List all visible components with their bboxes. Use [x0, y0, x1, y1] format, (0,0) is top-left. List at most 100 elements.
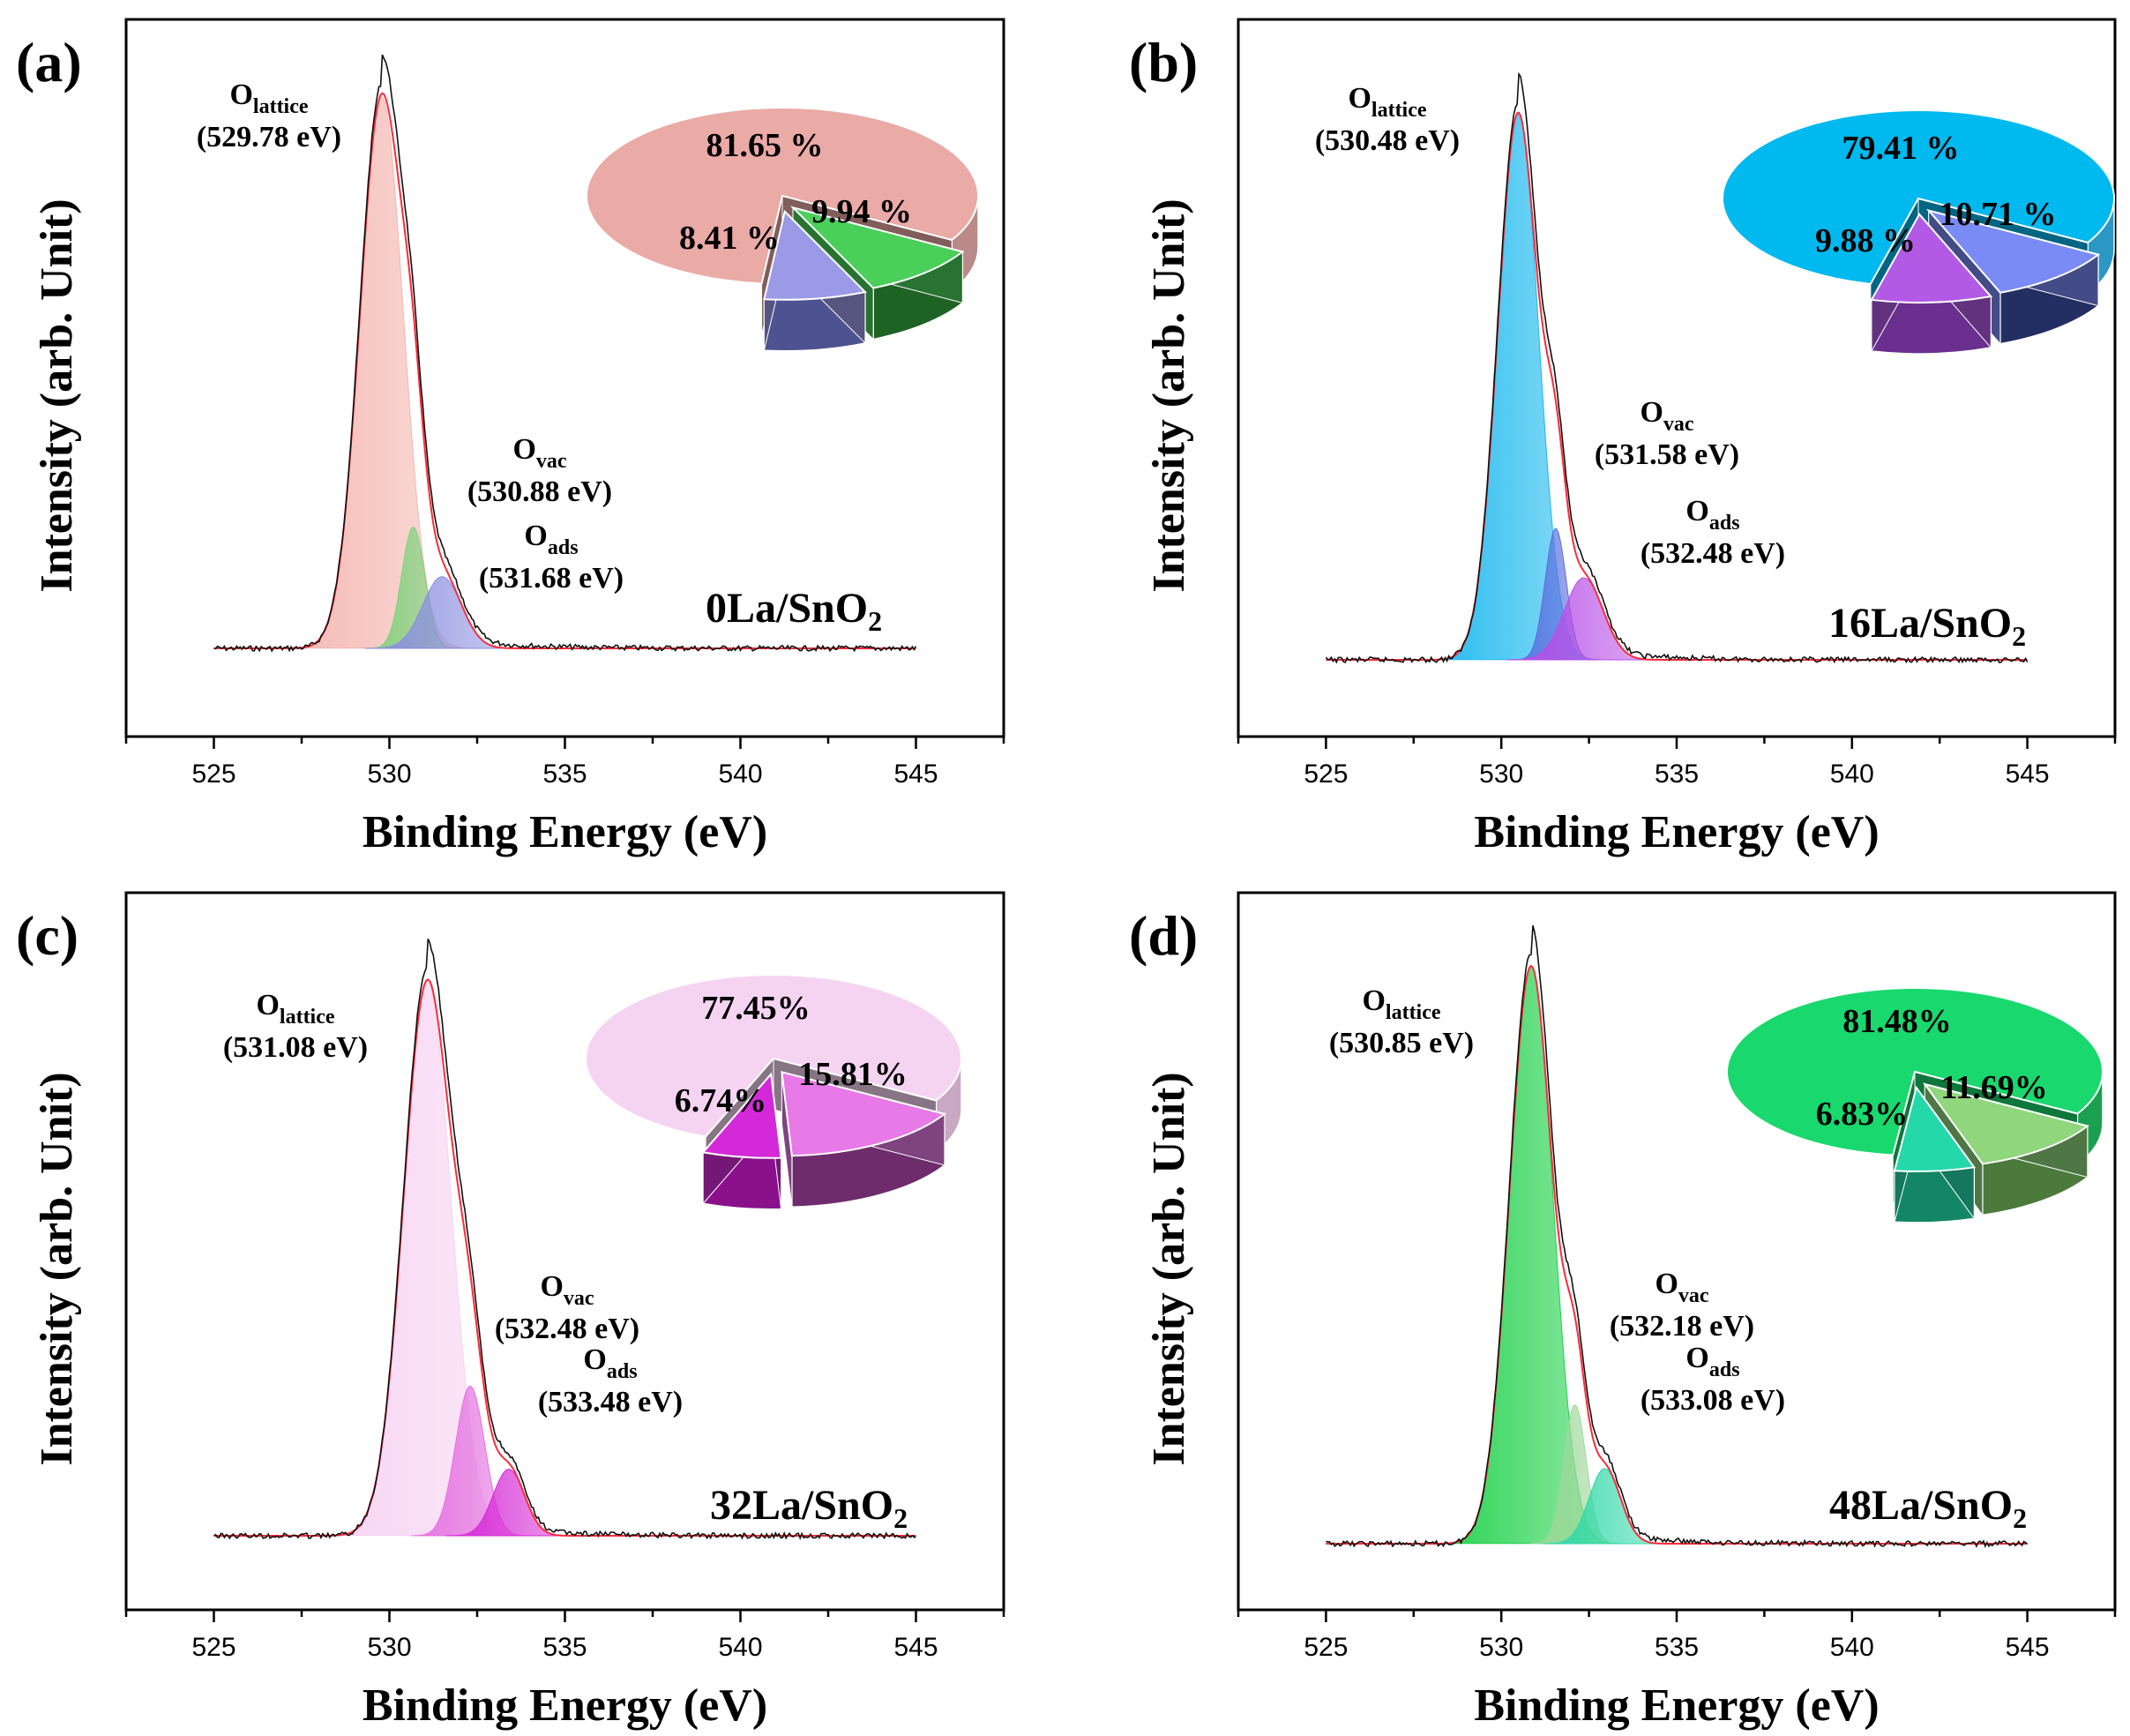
pie-slice-top [1893, 1085, 1977, 1172]
peak-energy-ads: (532.48 eV) [1640, 537, 1785, 570]
x-tick-label: 535 [1655, 760, 1699, 789]
x-tick-label: 525 [1304, 760, 1348, 789]
pie-slice-top [585, 973, 962, 1138]
peak-name-vac-sub: vac [1663, 413, 1694, 436]
peak-name-ads: Oads [1685, 495, 1739, 535]
peak-name-ads-sub: ads [607, 1360, 638, 1383]
x-tick-label: 535 [1655, 1633, 1699, 1662]
pie-slice-top [701, 1072, 782, 1159]
x-tick-label: 530 [367, 760, 411, 789]
sample-label: 0La/SnO2 [706, 585, 882, 637]
xps-chart-c: (c) 525 530 535 540 545 Binding Energy (eV) Int… [16, 891, 1005, 1731]
peak-name-vac-main: O [512, 433, 535, 466]
pie-label: 15.81% [798, 1056, 908, 1093]
panel-label: (b) [1129, 31, 1198, 94]
panel-d: (d) 525 530 535 540 545 Binding Energy (eV) Int… [1113, 873, 2130, 1732]
x-tick-label: 535 [542, 1633, 587, 1662]
peak-name-vac-sub: vac [564, 1287, 594, 1310]
raw-data-line [213, 938, 916, 1541]
pie-label: 79.41 % [1842, 130, 1960, 167]
pie-slice-top [1726, 987, 2104, 1156]
pie-label: 81.48% [1842, 1003, 1952, 1040]
sample-label-sub: 2 [2012, 620, 2026, 652]
peak-lattice-area [332, 981, 523, 1537]
x-tick-label: 545 [893, 1633, 938, 1662]
pie-slice-top [1870, 213, 1993, 303]
x-tick-label: 540 [1830, 760, 1874, 789]
pie-label: 81.65 % [706, 127, 824, 164]
x-tick-label: 525 [191, 760, 235, 789]
y-axis-title: Intensity (arb. Unit) [1144, 1072, 1194, 1465]
peak-energy-ads: (533.08 eV) [1640, 1384, 1785, 1417]
peak-name-vac-main: O [1655, 1268, 1678, 1300]
sample-label: 16La/SnO2 [1828, 600, 2026, 652]
peak-name-lattice-sub: lattice [280, 1006, 335, 1029]
pie-label: 77.45% [701, 990, 811, 1027]
pie-label: 9.94 % [811, 193, 912, 230]
xps-chart-b: (b) 525 530 535 540 545 Binding Energy (eV) Int… [1129, 18, 2117, 857]
peak-energy-vac: (530.88 eV) [467, 475, 612, 508]
peak-name-lattice-sub: lattice [1386, 1001, 1441, 1024]
peak-energy-lattice: (531.08 eV) [223, 1031, 368, 1064]
pie-slice-top [781, 1071, 947, 1157]
pie-slice-top [1722, 109, 2115, 286]
peak-name-lattice: Olattice [1348, 82, 1426, 122]
x-axis-title: Binding Energy (eV) [1474, 807, 1879, 857]
panel-b: (b) 525 530 535 540 545 Binding Energy (eV) Int… [1113, 0, 2130, 865]
xps-chart-d: (d) 525 530 535 540 545 Binding Energy (eV) Int… [1129, 891, 2117, 1731]
peak-name-ads-main: O [1685, 1342, 1708, 1374]
peak-name-lattice: Olattice [1362, 984, 1440, 1024]
peak-energy-vac: (532.48 eV) [495, 1313, 639, 1345]
sample-label-main: 0La/SnO [706, 585, 868, 632]
peak-name-ads-sub: ads [1709, 1358, 1740, 1381]
y-axis-title: Intensity (arb. Unit) [32, 198, 82, 592]
peak-name-vac-main: O [1640, 396, 1663, 429]
y-axis-title: Intensity (arb. Unit) [1144, 198, 1194, 592]
peak-energy-lattice: (530.85 eV) [1329, 1027, 1474, 1059]
sample-label-main: 48La/SnO [1829, 1482, 2013, 1529]
x-tick-label: 545 [2006, 1633, 2050, 1662]
x-axis-title: Binding Energy (eV) [1474, 1680, 1879, 1731]
x-tick-label: 540 [718, 1633, 762, 1662]
peak-name-lattice: Olattice [229, 79, 308, 118]
sample-label-sub: 2 [2013, 1502, 2027, 1534]
peak-name-lattice: Olattice [256, 989, 334, 1029]
x-tick-label: 540 [1830, 1633, 1874, 1662]
panel-a: (a) 525 530 535 540 545 Binding Energy (eV) Int… [0, 0, 1065, 865]
peak-lattice-area [295, 96, 469, 649]
x-tick-label: 540 [718, 760, 762, 789]
peak-name-ads-main: O [524, 520, 547, 552]
peak-name-vac: Ovac [512, 433, 566, 473]
peak-name-ads-main: O [583, 1343, 606, 1376]
peak-name-vac: Ovac [540, 1270, 594, 1310]
x-tick-label: 535 [542, 760, 587, 789]
pie-label: 6.74% [675, 1082, 767, 1119]
pie-label: 8.41 % [679, 220, 780, 257]
pie-label: 9.88 % [1815, 222, 1916, 259]
peak-name-ads-main: O [1685, 495, 1708, 528]
pie-slice-top [586, 107, 979, 285]
peak-name-lattice-main: O [229, 79, 252, 111]
sample-label-main: 16La/SnO [1828, 600, 2012, 647]
peak-name-vac: Ovac [1640, 396, 1693, 436]
pie-slice-top [763, 209, 867, 301]
raw-data-line [213, 54, 917, 653]
x-tick-label: 545 [2006, 760, 2050, 789]
xps-chart-a: (a) 525 530 535 540 545 Binding Energy (eV) Int… [16, 18, 1005, 857]
peak-lattice-area [1437, 112, 1600, 661]
y-axis-title: Intensity (arb. Unit) [32, 1072, 82, 1465]
pie-label: 10.71 % [1939, 196, 2057, 233]
panel-label: (a) [16, 31, 82, 94]
raw-data-line [1325, 71, 2029, 664]
peak-name-ads-sub: ads [548, 536, 579, 559]
peak-name-ads: Oads [583, 1343, 637, 1383]
peak-name-lattice-main: O [1348, 82, 1371, 115]
x-tick-label: 525 [1304, 1633, 1348, 1662]
x-tick-label: 525 [191, 1633, 235, 1662]
x-axis-title: Binding Energy (eV) [362, 807, 767, 857]
peak-name-vac-sub: vac [536, 450, 567, 473]
sample-label-sub: 2 [893, 1502, 908, 1534]
pie-label: 11.69% [1940, 1069, 2047, 1106]
sample-label-main: 32La/SnO [710, 1482, 893, 1529]
panel-c: (c) 525 530 535 540 545 Binding Energy (eV) Int… [0, 873, 1065, 1732]
